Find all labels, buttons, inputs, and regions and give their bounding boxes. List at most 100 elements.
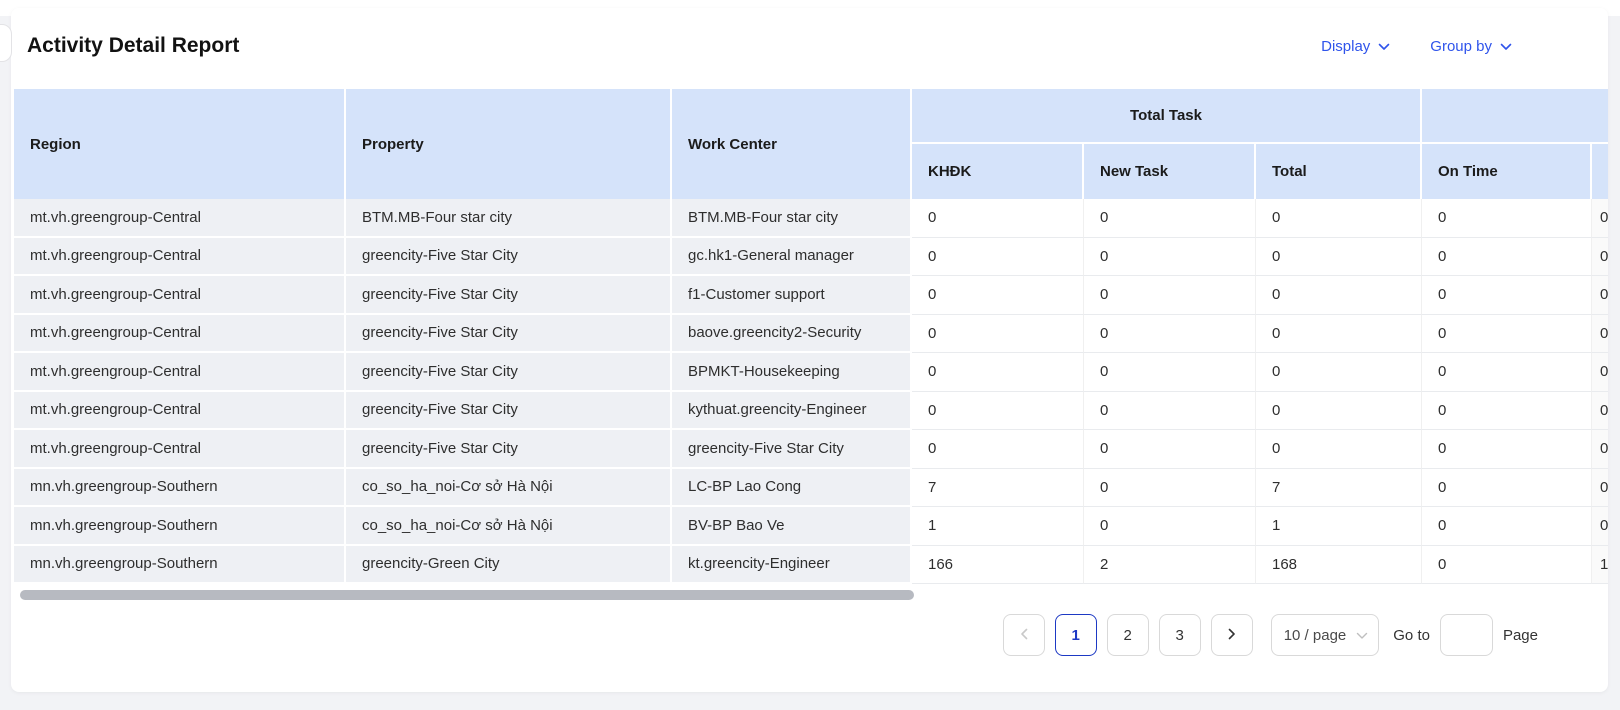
cell-property: greencity-Five Star City xyxy=(346,391,672,430)
table-row: mn.vh.greengroup-Southern co_so_ha_noi-Cơ… xyxy=(14,507,1608,546)
column-header-new-task: New Task xyxy=(1084,144,1256,199)
pagination-next-button[interactable] xyxy=(1210,614,1253,656)
cell-khdk: 0 xyxy=(912,237,1084,276)
cell-on-time: 0 xyxy=(1422,468,1592,507)
cell-khdk: 0 xyxy=(912,430,1084,469)
cell-property: greencity-Five Star City xyxy=(346,276,672,315)
cell-property: greencity-Five Star City xyxy=(346,430,672,469)
cell-work-center: BPMKT-Housekeeping xyxy=(672,353,912,392)
cell-new-task: 0 xyxy=(1084,314,1256,353)
cell-khdk: 166 xyxy=(912,545,1084,584)
cell-clipped: 0 xyxy=(1592,237,1608,276)
pagination-prev-button[interactable] xyxy=(1002,614,1045,656)
chevron-down-icon xyxy=(1500,43,1512,51)
cell-clipped: 0 xyxy=(1592,430,1608,469)
cell-clipped: 0 xyxy=(1592,353,1608,392)
group-header-total-task: Total Task xyxy=(912,89,1422,144)
cell-region: mn.vh.greengroup-Southern xyxy=(14,545,346,584)
cell-region: mt.vh.greengroup-Central xyxy=(14,391,346,430)
cell-new-task: 0 xyxy=(1084,468,1256,507)
cell-total: 0 xyxy=(1256,391,1422,430)
table-body: mt.vh.greengroup-Central BTM.MB-Four star… xyxy=(14,199,1608,584)
cell-new-task: 0 xyxy=(1084,391,1256,430)
cell-property: greencity-Five Star City xyxy=(346,237,672,276)
cell-work-center: BV-BP Bao Ve xyxy=(672,507,912,546)
cell-clipped: 0 xyxy=(1592,391,1608,430)
cell-on-time: 0 xyxy=(1422,276,1592,315)
column-header-property: Property xyxy=(346,89,672,199)
cell-on-time: 0 xyxy=(1422,353,1592,392)
column-header-region: Region xyxy=(14,89,346,199)
cell-total: 0 xyxy=(1256,237,1422,276)
cell-on-time: 0 xyxy=(1422,507,1592,546)
table-row: mt.vh.greengroup-Central greencity-Five S… xyxy=(14,237,1608,276)
column-group-right: On Time xyxy=(1422,89,1608,199)
drawer-toggle-handle[interactable] xyxy=(0,24,12,62)
column-header-khdk: KHĐK xyxy=(912,144,1084,199)
cell-new-task: 0 xyxy=(1084,237,1256,276)
cell-khdk: 0 xyxy=(912,353,1084,392)
cell-on-time: 0 xyxy=(1422,314,1592,353)
table-row: mt.vh.greengroup-Central greencity-Five S… xyxy=(14,276,1608,315)
display-dropdown-label: Display xyxy=(1321,38,1371,55)
page-title: Activity Detail Report xyxy=(27,34,240,57)
cell-clipped: 0 xyxy=(1592,276,1608,315)
cell-property: co_so_ha_noi-Cơ sở Hà Nội xyxy=(346,468,672,507)
table-row: mt.vh.greengroup-Central BTM.MB-Four star… xyxy=(14,199,1608,238)
group-header-empty xyxy=(1422,89,1608,144)
column-header-work-center: Work Center xyxy=(672,89,912,199)
cell-region: mt.vh.greengroup-Central xyxy=(14,314,346,353)
cell-total: 168 xyxy=(1256,545,1422,584)
column-header-total: Total xyxy=(1256,144,1422,199)
cell-on-time: 0 xyxy=(1422,391,1592,430)
goto-page-input[interactable] xyxy=(1439,614,1493,656)
cell-total: 0 xyxy=(1256,199,1422,238)
cell-region: mt.vh.greengroup-Central xyxy=(14,353,346,392)
cell-on-time: 0 xyxy=(1422,199,1592,238)
pagination-page-2[interactable]: 2 xyxy=(1106,614,1149,656)
cell-clipped: 0 xyxy=(1592,314,1608,353)
cell-khdk: 1 xyxy=(912,507,1084,546)
pagination: 1 2 3 10 / page Go to Page xyxy=(1002,614,1538,656)
cell-new-task: 0 xyxy=(1084,199,1256,238)
cell-region: mt.vh.greengroup-Central xyxy=(14,276,346,315)
cell-new-task: 0 xyxy=(1084,353,1256,392)
cell-region: mt.vh.greengroup-Central xyxy=(14,430,346,469)
group-by-dropdown-button[interactable]: Group by xyxy=(1430,38,1512,55)
column-header-clipped xyxy=(1592,144,1608,199)
goto-label: Go to xyxy=(1393,626,1430,644)
cell-khdk: 0 xyxy=(912,314,1084,353)
cell-work-center: BTM.MB-Four star city xyxy=(672,199,912,238)
horizontal-scrollbar-thumb[interactable] xyxy=(20,590,914,600)
header-controls: Display Group by xyxy=(1321,38,1512,55)
pagination-page-3[interactable]: 3 xyxy=(1158,614,1201,656)
display-dropdown-button[interactable]: Display xyxy=(1321,38,1390,55)
table-row: mt.vh.greengroup-Central greencity-Five S… xyxy=(14,353,1608,392)
cell-total: 1 xyxy=(1256,507,1422,546)
table-row: mt.vh.greengroup-Central greencity-Five S… xyxy=(14,391,1608,430)
cell-on-time: 0 xyxy=(1422,545,1592,584)
cell-total: 0 xyxy=(1256,430,1422,469)
table-row: mn.vh.greengroup-Southern co_so_ha_noi-Cơ… xyxy=(14,468,1608,507)
page-size-select[interactable]: 10 / page xyxy=(1270,614,1380,656)
cell-region: mn.vh.greengroup-Southern xyxy=(14,507,346,546)
page-label: Page xyxy=(1502,626,1538,644)
pagination-page-1[interactable]: 1 xyxy=(1054,614,1097,656)
group-by-dropdown-label: Group by xyxy=(1430,38,1492,55)
cell-new-task: 0 xyxy=(1084,430,1256,469)
cell-property: greencity-Five Star City xyxy=(346,314,672,353)
cell-khdk: 0 xyxy=(912,199,1084,238)
column-header-on-time: On Time xyxy=(1422,144,1592,199)
page-size-value: 10 / page xyxy=(1283,626,1347,644)
cell-on-time: 0 xyxy=(1422,430,1592,469)
cell-work-center: baove.greencity2-Security xyxy=(672,314,912,353)
cell-property: greencity-Green City xyxy=(346,545,672,584)
cell-clipped: 1 xyxy=(1592,545,1608,584)
table-row: mt.vh.greengroup-Central greencity-Five S… xyxy=(14,430,1608,469)
cell-work-center: kythuat.greencity-Engineer xyxy=(672,391,912,430)
cell-clipped: 0 xyxy=(1592,468,1608,507)
chevron-left-icon xyxy=(1020,627,1028,644)
chevron-down-icon xyxy=(1356,627,1368,644)
chevron-down-icon xyxy=(1378,43,1390,51)
